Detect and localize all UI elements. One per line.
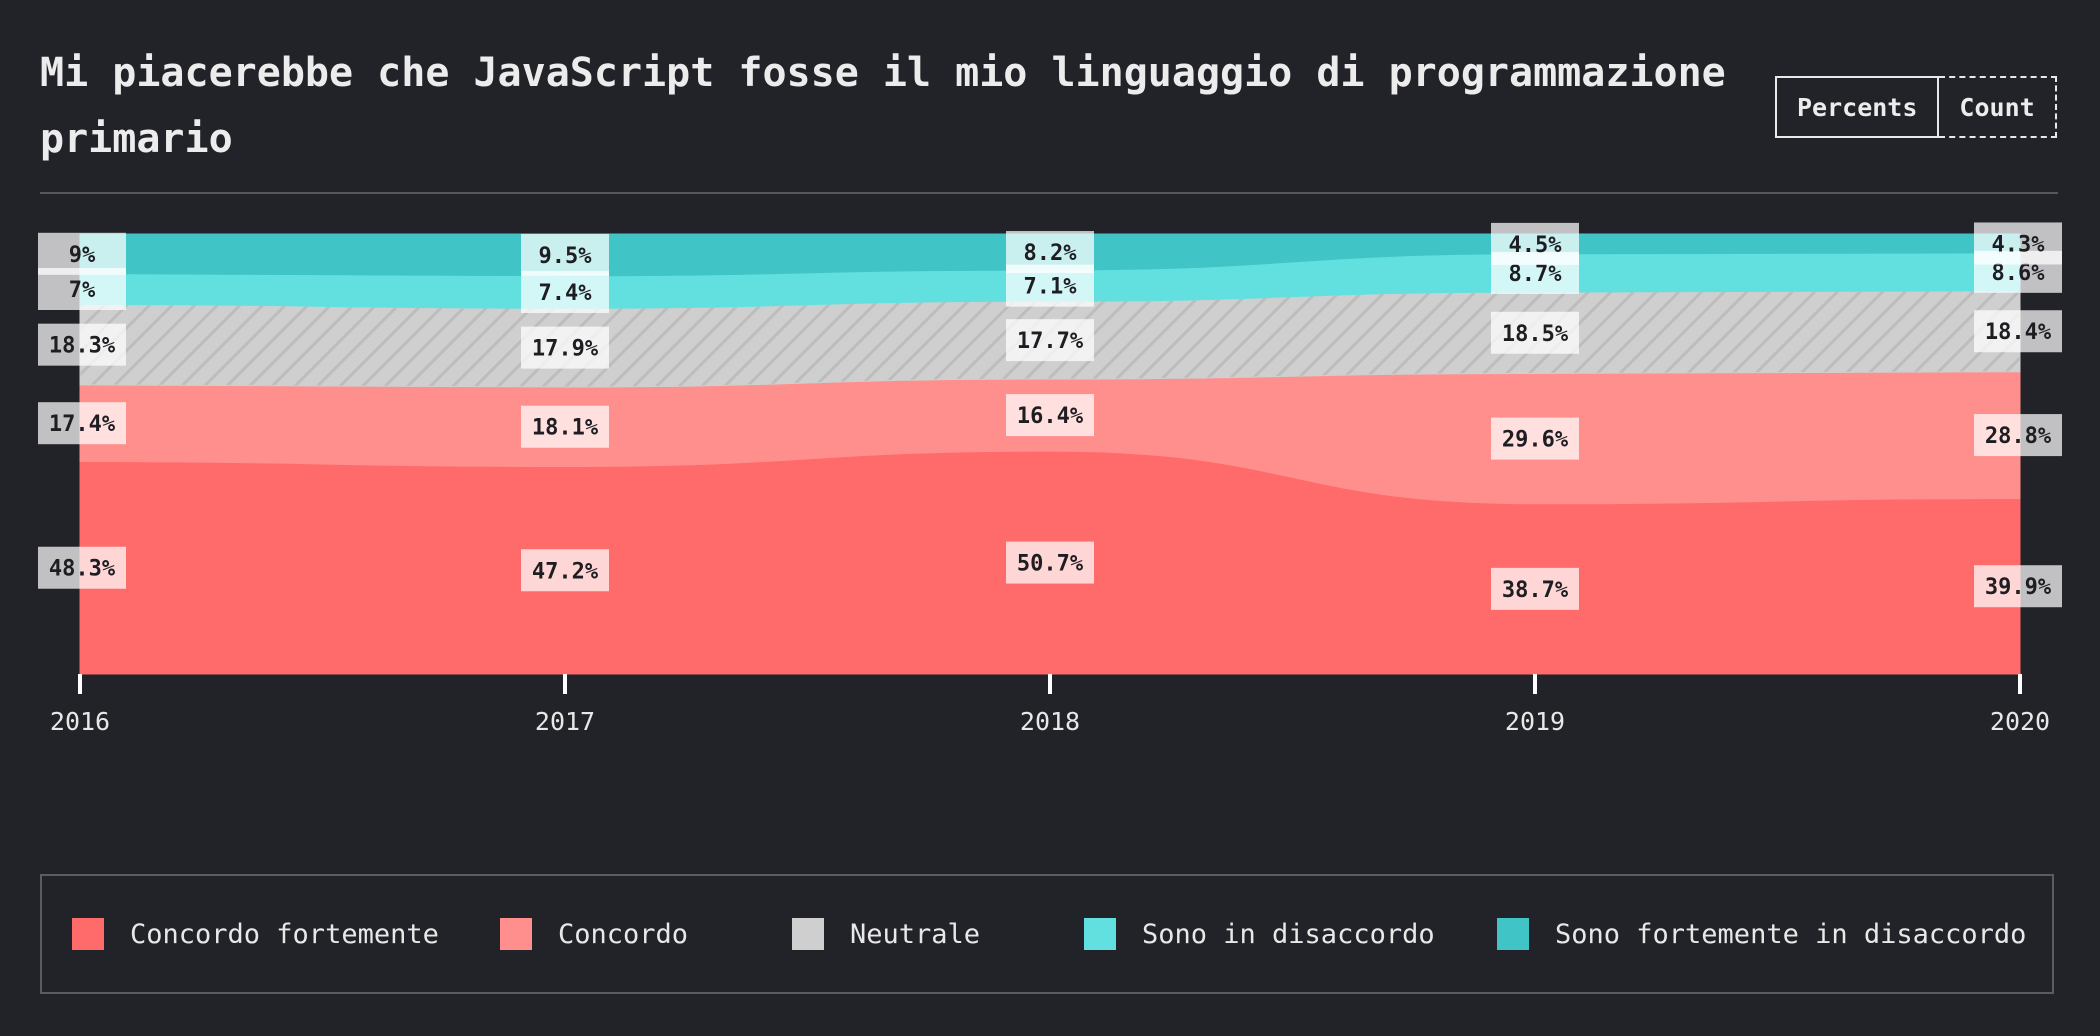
chart-title: Mi piacerebbe che JavaScript fosse il mi… [40, 50, 1726, 162]
legend-swatch [792, 918, 824, 950]
value-label-bg [38, 546, 126, 589]
value-label-bg [38, 323, 126, 366]
value-label: 39.9% [1974, 565, 2062, 608]
value-label-text: 48.3% [49, 557, 116, 582]
x-tick-label-2018: 2018 [1020, 707, 1080, 736]
value-label-text: 50.7% [1017, 552, 1084, 577]
value-label-bg [521, 405, 609, 448]
value-label-bg [1974, 310, 2062, 353]
value-label: 47.2% [521, 549, 609, 592]
value-label-text: 16.4% [1017, 404, 1084, 429]
title-divider [40, 192, 2058, 194]
legend-swatch [500, 918, 532, 950]
value-label: 17.4% [38, 402, 126, 445]
legend-label: Concordo [558, 918, 689, 950]
value-label-bg [1006, 394, 1094, 437]
percents-button[interactable]: Percents [1775, 76, 1940, 138]
value-label-bg [1491, 417, 1579, 460]
chart-legend: Concordo fortemente Concordo Neutrale Sono … [40, 874, 2054, 994]
value-label-bg [521, 326, 609, 369]
value-label: 29.6% [1491, 417, 1579, 460]
value-label-bg [521, 233, 609, 276]
value-label-text: 28.8% [1985, 424, 2052, 449]
value-label-text: 18.5% [1502, 322, 1569, 347]
value-label-text: 9.5% [539, 244, 593, 269]
value-label: 9.5% [521, 233, 609, 276]
value-label-text: 4.5% [1509, 233, 1563, 258]
value-label-text: 7% [69, 278, 96, 303]
value-label-text: 18.3% [49, 334, 116, 359]
legend-swatch [1497, 918, 1529, 950]
value-label-bg [38, 402, 126, 445]
value-label: 7% [38, 268, 126, 310]
value-label-bg [521, 271, 609, 314]
legend-label: Sono in disaccordo [1142, 918, 1435, 950]
count-button[interactable]: Count [1939, 76, 2057, 138]
value-label: 48.3% [38, 546, 126, 589]
stacked-area-chart: 2016 2017 2018 2019 2020 48.3% 47.2% 50.7% 38.7… [38, 222, 2062, 736]
x-tick-label-2019: 2019 [1505, 707, 1565, 736]
value-label-bg [521, 549, 609, 592]
value-label-text: 17.7% [1017, 329, 1084, 354]
value-label: 7.4% [521, 271, 609, 314]
legend-item-sono-in-disaccordo[interactable]: Sono in disaccordo [1084, 876, 1435, 992]
value-label-text: 8.2% [1024, 241, 1078, 266]
legend-item-sono-fortemente-in-disaccordo[interactable]: Sono fortemente in disaccordo [1497, 876, 2026, 992]
value-label-bg [1491, 567, 1579, 610]
value-label: 17.9% [521, 326, 609, 369]
legend-swatch [72, 918, 104, 950]
value-label-bg [38, 232, 126, 275]
value-label-text: 38.7% [1502, 578, 1569, 603]
value-label: 16.4% [1006, 394, 1094, 437]
value-label: 8.2% [1006, 231, 1094, 274]
legend-label: Neutrale [850, 918, 981, 950]
legend-label: Sono fortemente in disaccordo [1555, 918, 2027, 950]
value-label-text: 9% [69, 243, 96, 268]
value-label-bg [1491, 311, 1579, 354]
value-label-text: 17.4% [49, 412, 116, 437]
value-label: 9% [38, 232, 126, 275]
value-label: 18.5% [1491, 311, 1579, 354]
value-label-text: 47.2% [532, 559, 599, 584]
value-label-bg [1006, 319, 1094, 362]
value-label: 18.4% [1974, 310, 2062, 353]
value-label: 4.5% [1491, 222, 1579, 265]
value-label-bg [1006, 541, 1094, 584]
legend-swatch [1084, 918, 1116, 950]
value-label-text: 18.4% [1985, 320, 2052, 345]
value-label-bg [1974, 565, 2062, 608]
value-label: 18.3% [38, 323, 126, 366]
view-toggle: Percents Count [1775, 76, 2057, 138]
value-label-bg [1974, 414, 2062, 457]
value-label-text: 8.7% [1509, 262, 1563, 287]
value-label: 38.7% [1491, 567, 1579, 610]
value-label-text: 8.6% [1992, 261, 2046, 286]
value-label-text: 39.9% [1985, 575, 2052, 600]
x-tick-label-2020: 2020 [1990, 707, 2050, 736]
value-label-text: 18.1% [532, 416, 599, 441]
legend-item-concordo-fortemente[interactable]: Concordo fortemente [72, 876, 439, 992]
value-label-text: 4.3% [1992, 232, 2046, 257]
value-label-text: 17.9% [532, 337, 599, 362]
value-label-bg [38, 268, 126, 310]
x-tick-label-2016: 2016 [50, 707, 110, 736]
value-label-text: 7.1% [1024, 275, 1078, 300]
value-label-text: 7.4% [539, 281, 593, 306]
value-label: 50.7% [1006, 541, 1094, 584]
value-label: 18.1% [521, 405, 609, 448]
value-label: 4.3% [1974, 222, 2062, 265]
legend-item-concordo[interactable]: Concordo [500, 876, 688, 992]
value-label-bg [1006, 231, 1094, 274]
legend-item-neutrale[interactable]: Neutrale [792, 876, 980, 992]
legend-label: Concordo fortemente [130, 918, 439, 950]
value-label-bg [1491, 222, 1579, 265]
value-label-text: 29.6% [1502, 428, 1569, 453]
value-label: 28.8% [1974, 414, 2062, 457]
value-label: 17.7% [1006, 319, 1094, 362]
x-tick-label-2017: 2017 [535, 707, 595, 736]
value-label-bg [1974, 222, 2062, 265]
